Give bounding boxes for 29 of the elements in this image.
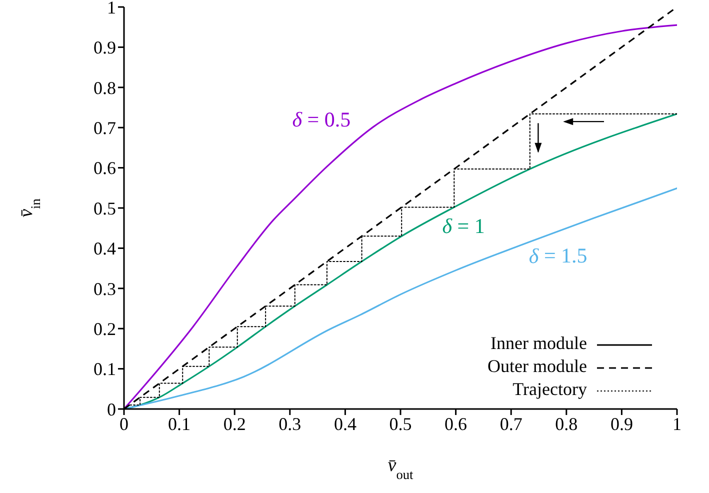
y-tick-label: 0.6 bbox=[94, 158, 116, 178]
x-tick-label: 0.8 bbox=[555, 414, 578, 434]
y-tick-label: 0 bbox=[107, 399, 116, 420]
legend-label: Trajectory bbox=[512, 379, 587, 400]
x-tick-label: 0.4 bbox=[334, 414, 356, 434]
annotation: Inner module bbox=[490, 333, 588, 354]
x-axis-title: v̄$_{out}$ bbox=[388, 455, 414, 482]
x-tick-label: 0.6 bbox=[444, 414, 468, 434]
series-label: δ = 1 bbox=[442, 214, 485, 238]
y-tick-label: 0.2 bbox=[94, 318, 116, 339]
y-tick-label: 0.3 bbox=[94, 278, 116, 299]
y-tick-label: 1 bbox=[107, 0, 116, 18]
y-tick-label: 0.5 bbox=[94, 198, 116, 218]
y-tick-label: 0.7 bbox=[94, 118, 116, 138]
x-tick-label: 0.1 bbox=[168, 414, 191, 434]
y-tick-label: 0.9 bbox=[94, 38, 116, 58]
y-tick-label: 0.4 bbox=[94, 238, 116, 259]
y-tick-label: 0.8 bbox=[94, 78, 116, 98]
x-tick-label: 0.2 bbox=[223, 414, 246, 434]
legend-label: Outer module bbox=[488, 356, 587, 376]
series-label: δ = 1.5 bbox=[528, 244, 588, 268]
y-tick-label: 0.1 bbox=[94, 359, 116, 380]
x-tick-label: 0.3 bbox=[278, 414, 302, 434]
x-tick-label: 0 bbox=[120, 414, 128, 434]
series-label: δ = 0.5 bbox=[292, 107, 351, 132]
x-tick-label: 0.7 bbox=[500, 414, 522, 434]
x-tick-label: 0.5 bbox=[389, 414, 412, 434]
x-tick-label: 0.9 bbox=[610, 414, 633, 434]
x-tick-label: 1 bbox=[672, 414, 682, 434]
